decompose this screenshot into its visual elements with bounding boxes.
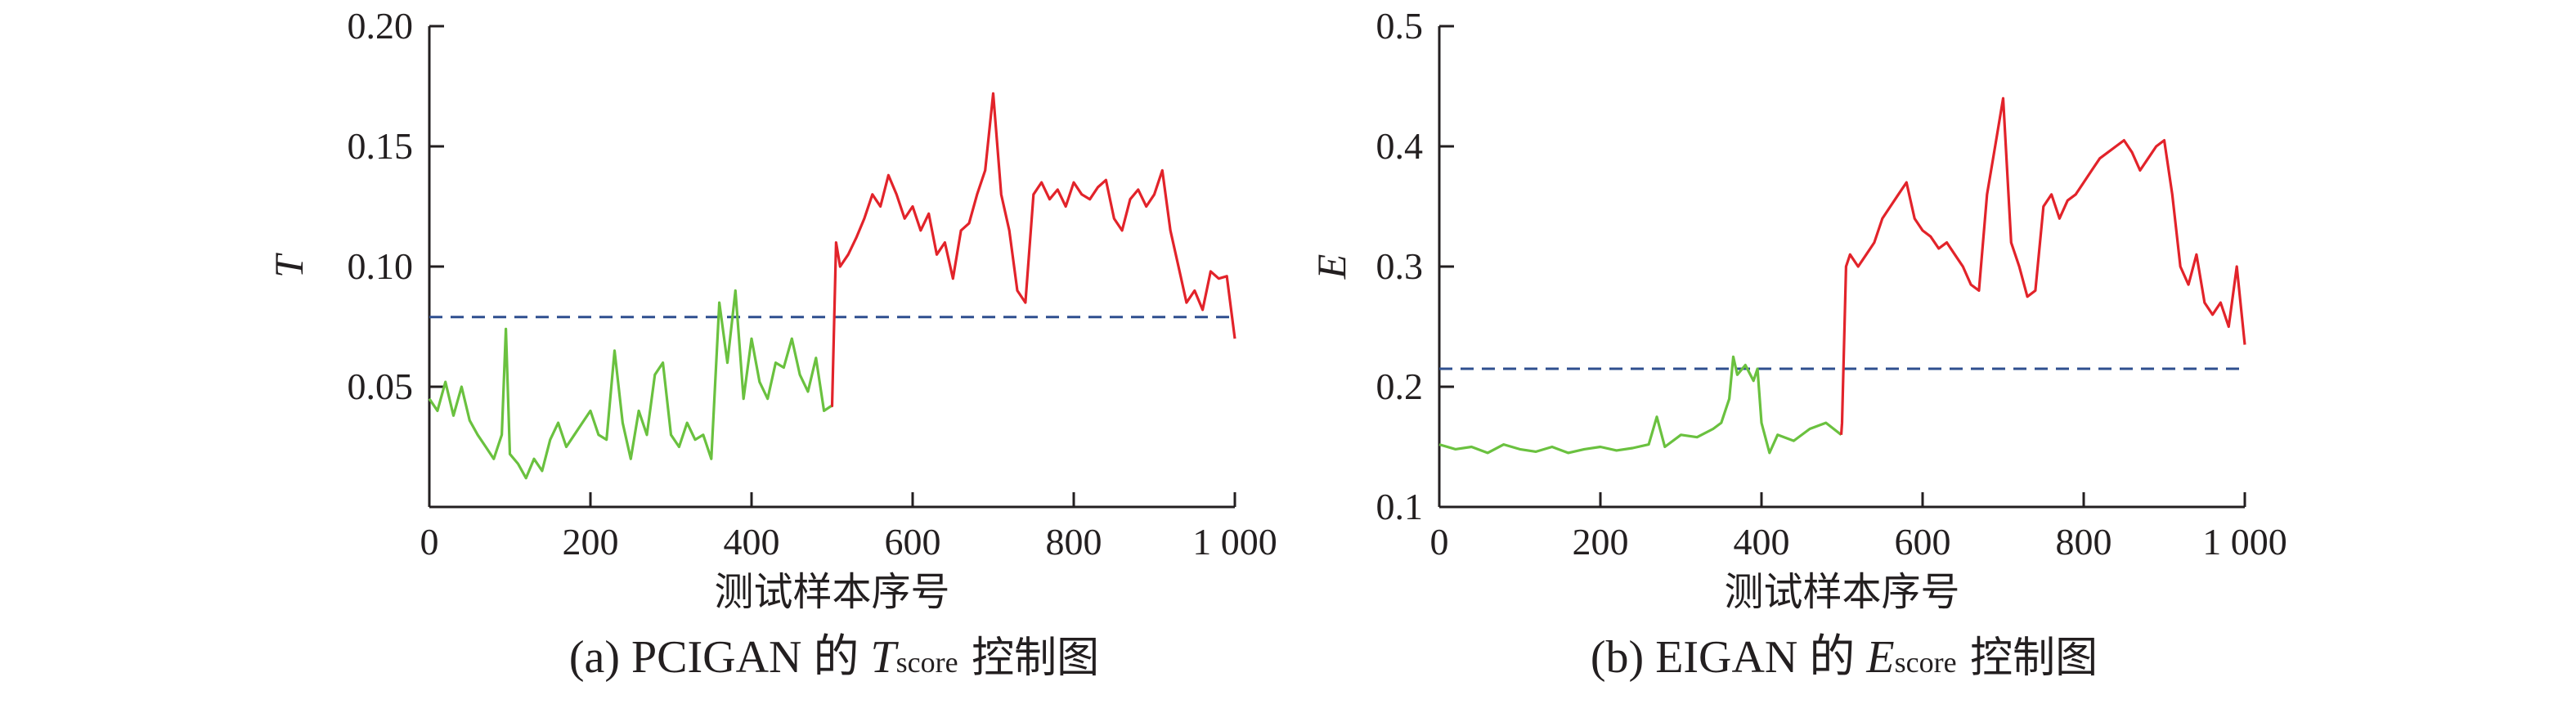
y-tick-label: 0.10 — [348, 245, 414, 287]
x-tick-label: 600 — [1895, 521, 1951, 563]
x-axis-label: 测试样本序号 — [714, 569, 949, 615]
normal-series-line — [428, 289, 832, 480]
y-tick-label: 0.5 — [1376, 5, 1424, 47]
caption-part-sub: score — [1895, 646, 1957, 679]
x-axis-label: 测试样本序号 — [1724, 569, 1959, 615]
x-tick-label: 200 — [1573, 521, 1629, 563]
fault-series-line — [1839, 96, 2246, 435]
y-tick-label: 0.15 — [348, 125, 414, 167]
caption-part-suffix: 控制图 — [1957, 634, 2098, 683]
x-tick-label: 0 — [1430, 521, 1449, 563]
y-axis-label: T — [266, 253, 312, 278]
y-tick-label: 0.1 — [1376, 486, 1424, 527]
y-tick-label: 0.20 — [348, 5, 414, 47]
chart-panel-a: 0.05 0.10 0.15 0.20 0 200 400 600 800 1 000 T 测试样本序… — [266, 5, 1277, 683]
x-tick-label: 0 — [420, 521, 439, 563]
y-tick-label: 0.4 — [1376, 125, 1424, 167]
caption-part-sub: score — [896, 646, 958, 679]
caption-part-suffix: 控制图 — [958, 634, 1100, 683]
panel-caption: (a) PCIGAN 的 Tscore 控制图 — [569, 632, 1099, 683]
normal-series-line — [1438, 355, 1842, 455]
x-tick-label: 200 — [563, 521, 619, 563]
fault-series-line — [830, 92, 1236, 408]
y-tick-label: 0.2 — [1376, 365, 1424, 407]
caption-part-var: E — [1865, 632, 1894, 683]
y-axis-label: E — [1308, 254, 1354, 280]
panel-caption: (b) EIGAN 的 Escore 控制图 — [1591, 632, 2098, 683]
caption-part-var: T — [870, 632, 899, 683]
chart-panel-b: 0.1 0.2 0.3 0.4 0.5 0 200 400 600 800 1 000 E 测试样本序号… — [1308, 5, 2287, 683]
x-tick-label: 400 — [1734, 521, 1790, 563]
x-tick-label: 600 — [885, 521, 941, 563]
caption-part-prefix: (a) PCIGAN 的 — [569, 632, 871, 683]
x-tick-label: 1 000 — [2202, 521, 2287, 563]
caption-part-prefix: (b) EIGAN 的 — [1591, 632, 1866, 683]
y-tick-label: 0.3 — [1376, 245, 1424, 287]
x-tick-label: 400 — [724, 521, 780, 563]
x-tick-label: 1 000 — [1192, 521, 1277, 563]
y-tick-label: 0.05 — [348, 365, 414, 407]
x-tick-label: 800 — [2056, 521, 2112, 563]
x-tick-label: 800 — [1046, 521, 1102, 563]
